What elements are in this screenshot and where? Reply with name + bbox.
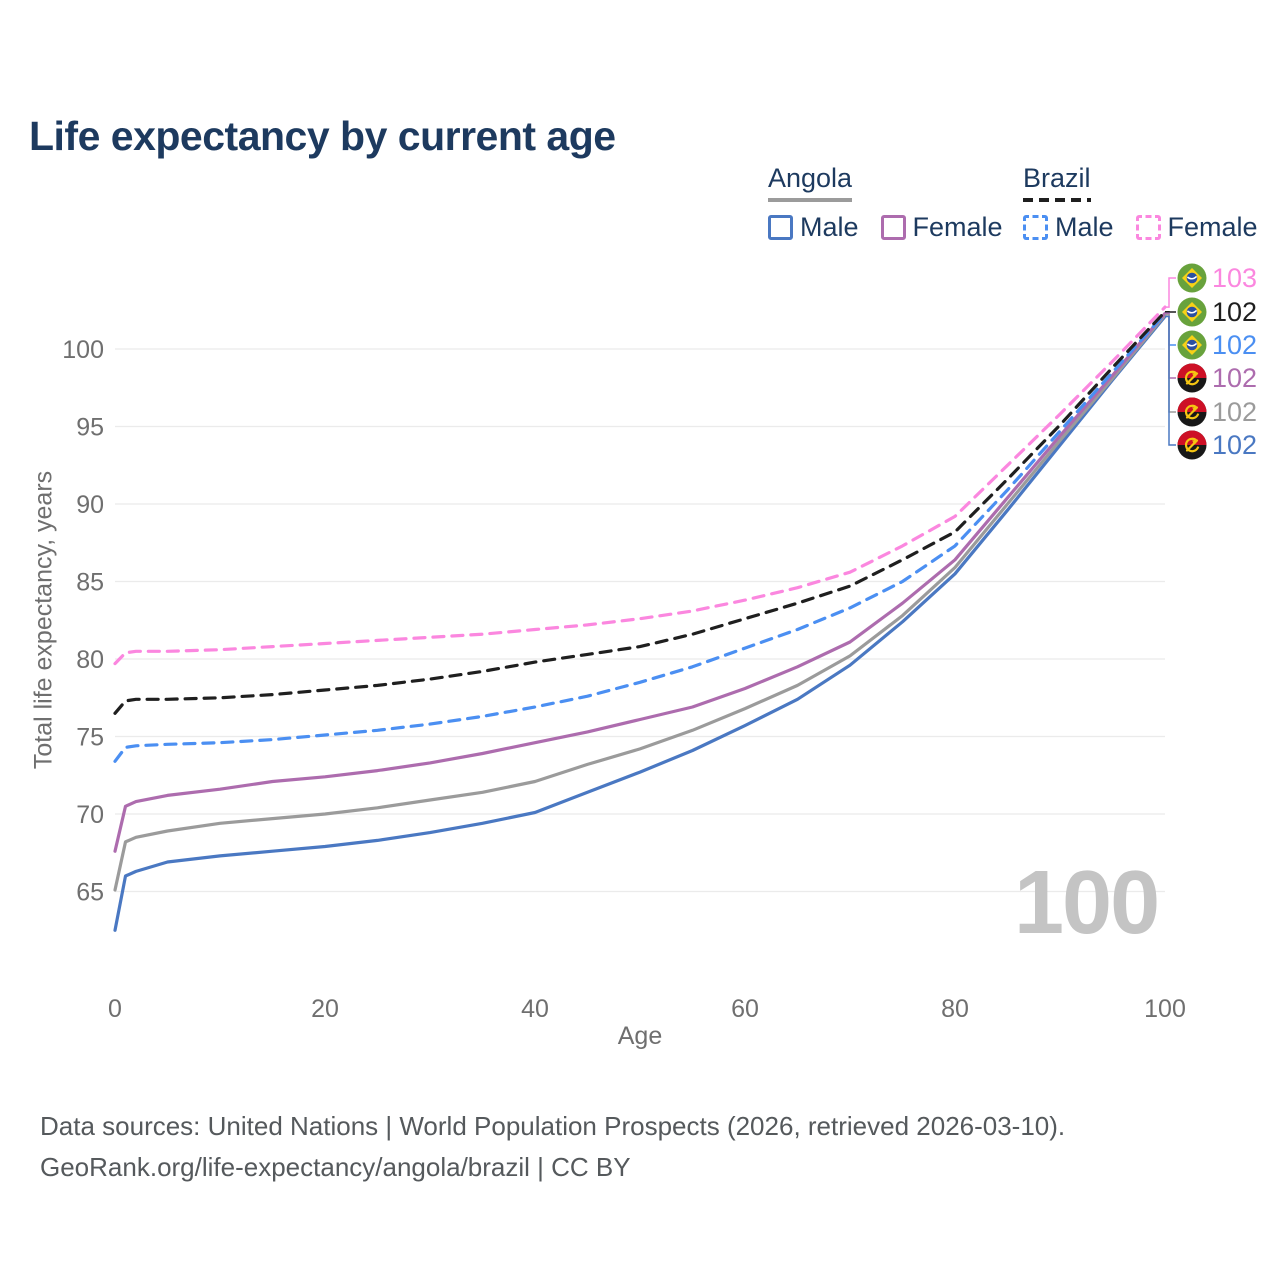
brazil-flag-icon (1177, 263, 1207, 293)
angola-line-swatch (768, 198, 853, 202)
leader-line-angola-male (1165, 315, 1176, 446)
y-tick-label: 75 (76, 724, 104, 752)
series-line-angola-male (113, 314, 1167, 932)
leader-line-brazil-male (1165, 312, 1176, 346)
x-tick-label: 0 (108, 995, 122, 1023)
series-line-brazil-both (113, 310, 1167, 715)
end-value-label-angola-male: 102 (1212, 430, 1257, 460)
footer-attribution: GeoRank.org/life-expectancy/angola/brazi… (40, 1152, 631, 1182)
legend-angola-checkbox-row: Male Female (768, 212, 1003, 243)
y-tick-label: 95 (76, 414, 104, 442)
brazil-male-label: Male (1055, 212, 1114, 242)
y-tick-label: 90 (76, 491, 104, 519)
angola-female-label: Female (912, 212, 1003, 242)
angola-flag-icon (1177, 363, 1207, 393)
brazil-female-label: Female (1167, 212, 1258, 242)
angola-male-checkbox[interactable] (768, 215, 793, 240)
end-value-label-brazil-female: 103 (1212, 263, 1257, 293)
brazil-line-swatch (1023, 198, 1091, 202)
angola-female-checkbox[interactable] (880, 215, 906, 240)
brazil-flag-icon (1177, 330, 1207, 360)
y-tick-label: 85 (76, 569, 104, 597)
legend-country-brazil-label: Brazil (1023, 163, 1091, 193)
y-tick-label: 65 (76, 879, 104, 907)
legend-group-angola: Angola Male Female (768, 163, 1003, 243)
angola-male-label: Male (800, 212, 859, 242)
series-line-angola-female (113, 311, 1167, 853)
y-tick-label: 80 (76, 646, 104, 674)
footer: Data sources: United Nations | World Pop… (40, 1106, 1065, 1188)
y-tick-label: 100 (62, 336, 104, 364)
footer-data-sources: Data sources: United Nations | World Pop… (40, 1111, 1066, 1141)
end-value-label-brazil-male: 102 (1212, 330, 1257, 360)
brazil-male-checkbox[interactable] (1023, 215, 1048, 240)
x-tick-label: 40 (521, 995, 549, 1023)
legend-country-brazil[interactable]: Brazil (1023, 163, 1091, 202)
x-tick-label: 80 (941, 995, 969, 1023)
current-age-watermark: 100 (1014, 853, 1160, 953)
series-line-brazil-male (113, 311, 1167, 763)
series-line-angola-both (113, 313, 1167, 892)
angola-flag-icon (1177, 430, 1207, 460)
legend-country-angola[interactable]: Angola (768, 163, 853, 202)
y-axis-title: Total life expectancy, years (29, 470, 58, 770)
end-value-label-angola-both: 102 (1212, 397, 1257, 427)
angola-flag-icon (1177, 397, 1207, 427)
brazil-flag-icon (1177, 297, 1207, 327)
end-value-label-brazil-both: 102 (1212, 297, 1257, 327)
brazil-female-checkbox[interactable] (1135, 215, 1161, 240)
x-axis-title: Age (617, 1022, 663, 1050)
series-line-brazil-female (113, 305, 1167, 666)
legend-group-brazil: Brazil Male Female (1023, 163, 1258, 243)
leader-line-angola-both (1165, 314, 1176, 413)
legend-country-angola-label: Angola (768, 163, 853, 193)
page-title: Life expectancy by current age (29, 113, 616, 160)
x-tick-label: 20 (311, 995, 339, 1023)
x-tick-label: 100 (1144, 995, 1186, 1023)
y-tick-label: 70 (76, 801, 104, 829)
legend-brazil-checkbox-row: Male Female (1023, 212, 1258, 243)
end-value-label-angola-female: 102 (1212, 363, 1257, 393)
leader-line-brazil-female (1165, 277, 1176, 308)
x-tick-label: 60 (731, 995, 759, 1023)
